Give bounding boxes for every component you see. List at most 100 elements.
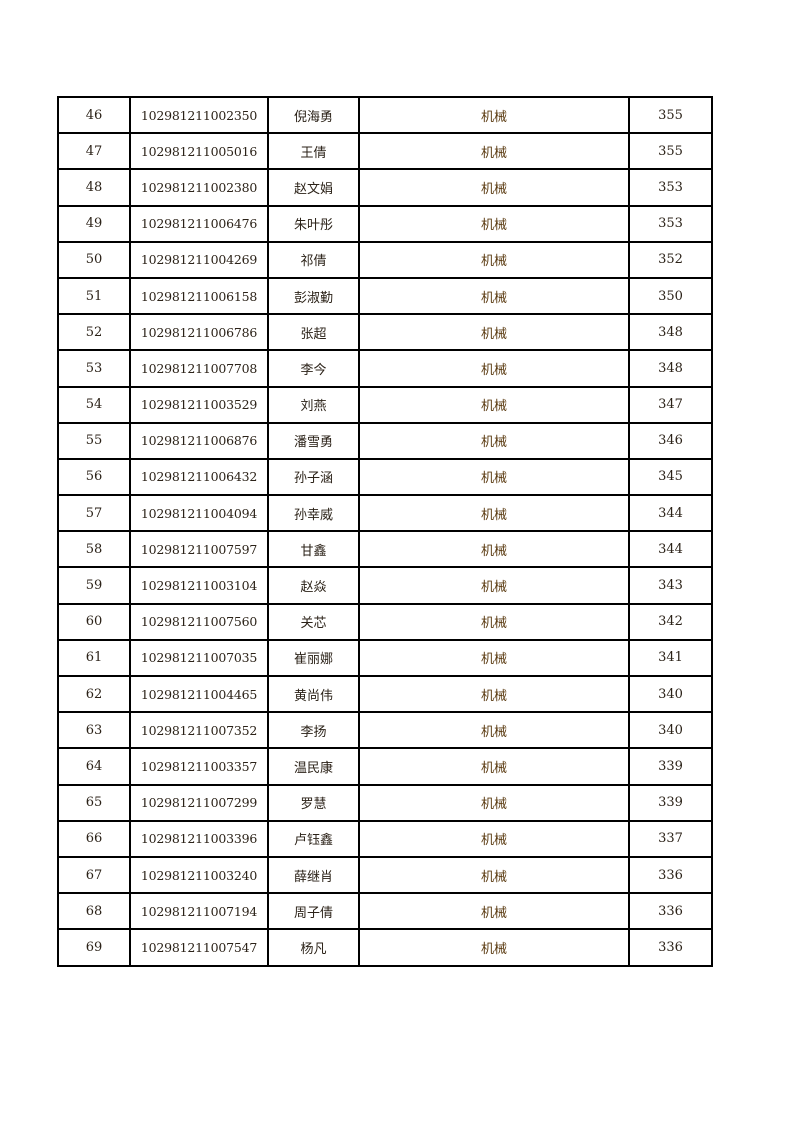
table-row: 66 102981211003396 卢钰鑫 机械 337: [57, 819, 713, 858]
table-row: 53 102981211007708 李今 机械 348: [57, 349, 713, 388]
table-row: 52 102981211006786 张超 机械 348: [57, 313, 713, 352]
score-cell: 350: [628, 276, 713, 316]
score-cell: 344: [628, 530, 713, 569]
score-cell: 339: [628, 783, 713, 822]
row-number-cell: 67: [57, 855, 131, 895]
candidate-id-cell: 102981211003240: [129, 855, 269, 895]
row-number-cell: 56: [57, 457, 131, 497]
major-cell: 机械: [358, 349, 630, 388]
table-row: 46 102981211002350 倪海勇 机械 355: [57, 95, 713, 135]
candidate-id-cell: 102981211002380: [129, 168, 269, 207]
major-cell: 机械: [358, 421, 630, 460]
candidate-id-cell: 102981211007560: [129, 602, 269, 641]
score-cell: 336: [628, 892, 713, 931]
name-cell: 崔丽娜: [267, 638, 360, 678]
candidate-id-cell: 102981211007299: [129, 783, 269, 822]
name-cell: 刘燕: [267, 385, 360, 424]
major-cell: 机械: [358, 95, 630, 135]
row-number-cell: 59: [57, 566, 131, 605]
score-cell: 348: [628, 313, 713, 352]
name-cell: 孙幸威: [267, 494, 360, 533]
table-row: 57 102981211004094 孙幸威 机械 344: [57, 494, 713, 533]
score-cell: 343: [628, 566, 713, 605]
name-cell: 朱叶彤: [267, 204, 360, 243]
name-cell: 卢钰鑫: [267, 819, 360, 858]
name-cell: 祁倩: [267, 240, 360, 279]
table-row: 63 102981211007352 李扬 机械 340: [57, 711, 713, 750]
candidate-id-cell: 102981211002350: [129, 95, 269, 135]
major-cell: 机械: [358, 928, 630, 967]
name-cell: 倪海勇: [267, 95, 360, 135]
candidate-id-cell: 102981211003104: [129, 566, 269, 605]
table-body: 46 102981211002350 倪海勇 机械 355 47 1029812110050…: [57, 95, 713, 967]
row-number-cell: 64: [57, 747, 131, 786]
candidate-id-cell: 102981211006786: [129, 313, 269, 352]
major-cell: 机械: [358, 204, 630, 243]
name-cell: 彭淑勤: [267, 276, 360, 316]
score-cell: 336: [628, 855, 713, 895]
name-cell: 李今: [267, 349, 360, 388]
row-number-cell: 47: [57, 132, 131, 171]
row-number-cell: 60: [57, 602, 131, 641]
table-row: 65 102981211007299 罗慧 机械 339: [57, 783, 713, 822]
row-number-cell: 65: [57, 783, 131, 822]
major-cell: 机械: [358, 240, 630, 279]
major-cell: 机械: [358, 638, 630, 678]
row-number-cell: 49: [57, 204, 131, 243]
row-number-cell: 52: [57, 313, 131, 352]
major-cell: 机械: [358, 892, 630, 931]
candidate-id-cell: 102981211004465: [129, 674, 269, 714]
name-cell: 潘雪勇: [267, 421, 360, 460]
name-cell: 张超: [267, 313, 360, 352]
row-number-cell: 62: [57, 674, 131, 714]
major-cell: 机械: [358, 783, 630, 822]
row-number-cell: 53: [57, 349, 131, 388]
candidate-id-cell: 102981211007194: [129, 892, 269, 931]
name-cell: 赵焱: [267, 566, 360, 605]
row-number-cell: 54: [57, 385, 131, 424]
major-cell: 机械: [358, 711, 630, 750]
score-cell: 353: [628, 168, 713, 207]
score-cell: 337: [628, 819, 713, 858]
name-cell: 孙子涵: [267, 457, 360, 497]
candidate-id-cell: 102981211006876: [129, 421, 269, 460]
table-row: 47 102981211005016 王倩 机械 355: [57, 132, 713, 171]
major-cell: 机械: [358, 168, 630, 207]
major-cell: 机械: [358, 530, 630, 569]
row-number-cell: 66: [57, 819, 131, 858]
name-cell: 薛继肖: [267, 855, 360, 895]
table-row: 51 102981211006158 彭淑勤 机械 350: [57, 276, 713, 316]
score-cell: 355: [628, 95, 713, 135]
row-number-cell: 58: [57, 530, 131, 569]
table-row: 56 102981211006432 孙子涵 机械 345: [57, 457, 713, 497]
candidate-id-cell: 102981211003396: [129, 819, 269, 858]
major-cell: 机械: [358, 674, 630, 714]
major-cell: 机械: [358, 276, 630, 316]
candidate-id-cell: 102981211003529: [129, 385, 269, 424]
score-cell: 352: [628, 240, 713, 279]
table-row: 69 102981211007547 杨凡 机械 336: [57, 928, 713, 967]
row-number-cell: 51: [57, 276, 131, 316]
ranking-table: 46 102981211002350 倪海勇 机械 355 47 1029812110050…: [57, 95, 713, 967]
major-cell: 机械: [358, 747, 630, 786]
name-cell: 李扬: [267, 711, 360, 750]
table-row: 62 102981211004465 黄尚伟 机械 340: [57, 674, 713, 714]
row-number-cell: 48: [57, 168, 131, 207]
row-number-cell: 50: [57, 240, 131, 279]
major-cell: 机械: [358, 457, 630, 497]
score-cell: 344: [628, 494, 713, 533]
table-row: 49 102981211006476 朱叶彤 机械 353: [57, 204, 713, 243]
name-cell: 杨凡: [267, 928, 360, 967]
candidate-id-cell: 102981211005016: [129, 132, 269, 171]
score-cell: 336: [628, 928, 713, 967]
table-row: 58 102981211007597 甘鑫 机械 344: [57, 530, 713, 569]
major-cell: 机械: [358, 566, 630, 605]
score-cell: 345: [628, 457, 713, 497]
table-row: 48 102981211002380 赵文娟 机械 353: [57, 168, 713, 207]
table-row: 67 102981211003240 薛继肖 机械 336: [57, 855, 713, 895]
table-row: 64 102981211003357 温民康 机械 339: [57, 747, 713, 786]
score-cell: 340: [628, 674, 713, 714]
score-cell: 347: [628, 385, 713, 424]
candidate-id-cell: 102981211007352: [129, 711, 269, 750]
candidate-id-cell: 102981211006432: [129, 457, 269, 497]
